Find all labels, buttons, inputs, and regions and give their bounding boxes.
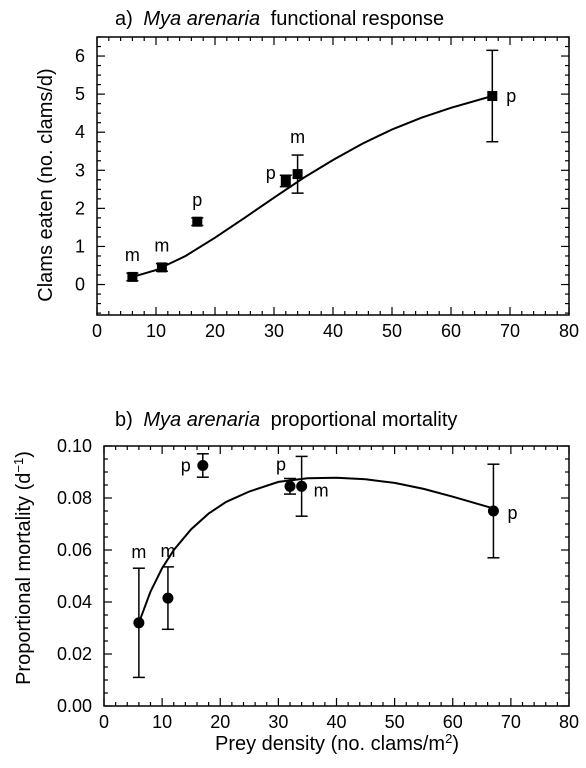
panel-b-x-axis-label-sup: 2 xyxy=(445,731,452,746)
panel-a-y-tick-label: 0 xyxy=(75,275,85,295)
panel-b-data-point xyxy=(284,480,296,492)
panel-a-x-tick-label: 10 xyxy=(146,321,166,341)
panel-b-x-tick-label: 40 xyxy=(326,712,346,732)
panel-a-data-point xyxy=(127,271,138,282)
panel-b-y-axis-label-sup: −1 xyxy=(11,458,26,473)
panel-b-title: b) Mya arenaria proportional mortality xyxy=(115,409,457,431)
panel-b-point-label: m xyxy=(160,541,175,561)
panel-a-fit-curve-group xyxy=(132,95,493,278)
panel-a-x-tick-label: 40 xyxy=(323,321,343,341)
panel-a: a) Mya arenaria functional response Clam… xyxy=(35,8,579,341)
panel-b-fit-curve-group xyxy=(137,476,494,624)
panel-b-x-tick-label: 50 xyxy=(385,712,405,732)
panel-b-x-tick-label: 70 xyxy=(501,712,521,732)
panel-b-data-point xyxy=(296,480,308,492)
panel-a-point-label: m xyxy=(290,127,305,147)
panel-b-y-tick-label: 0.00 xyxy=(57,696,92,716)
panel-b-data-point xyxy=(197,460,209,471)
panel-b-y-tick-label: 0.02 xyxy=(57,644,92,664)
panel-b-y-tick-label: 0.08 xyxy=(57,488,92,508)
panel-b-point-label: p xyxy=(507,503,517,523)
panel-b-point-label: p xyxy=(276,455,286,475)
panel-a-point-label: p xyxy=(266,163,276,183)
panel-b-point-label: m xyxy=(131,542,146,562)
panel-a-point-label: m xyxy=(154,236,169,256)
panel-b-points: m mp pmp xyxy=(131,453,517,679)
panel-a-data-point xyxy=(192,216,203,227)
panel-b-point-label: p xyxy=(181,456,191,476)
panel-b-y-axis-label-end: ) xyxy=(13,451,35,458)
panel-a-x-tick-label: 30 xyxy=(264,321,284,341)
panel-b-frame xyxy=(103,445,570,707)
panel-b-title-rest: proportional mortality xyxy=(271,409,458,431)
panel-b-x-tick-label: 20 xyxy=(210,712,230,732)
panel-a-title: a) Mya arenaria functional response xyxy=(115,8,444,30)
panel-b-x-tick-label: 30 xyxy=(268,712,288,732)
panel-b-y-tick-label: 0.06 xyxy=(57,540,92,560)
panel-b-point-label: m xyxy=(314,480,329,500)
panel-a-label: a) xyxy=(115,8,133,30)
panel-a-y-tick-label: 5 xyxy=(75,84,85,104)
panel-b-x-tick-label: 60 xyxy=(443,712,463,732)
panel-a-x-tick-label: 0 xyxy=(92,321,102,341)
panel-b-label: b) xyxy=(115,409,133,431)
panel-b-x-axis-label-end: ) xyxy=(452,733,459,755)
panel-b-x-axis-label: Prey density (no. clams/m2) xyxy=(215,731,459,756)
panel-b: b) Mya arenaria proportional mortality P… xyxy=(11,409,580,755)
panel-a-title-species: Mya arenaria xyxy=(143,8,260,30)
panel-a-title-rest: functional response xyxy=(271,8,444,30)
panel-b-y-axis-label: Proportional mortality (d−1) xyxy=(11,451,36,685)
panel-b-x-tick-label: 10 xyxy=(152,712,172,732)
panel-b-data-point xyxy=(133,617,145,629)
panel-b-ticks: 0 10 20 30 40 50 60 70 80 0.00 0.02 0.04 0.06 0.08 0.1… xyxy=(57,436,579,732)
panel-a-point-label: m xyxy=(125,245,140,265)
panel-a-x-tick-label: 20 xyxy=(205,321,225,341)
panel-a-point-label: p xyxy=(506,86,516,106)
panel-b-y-tick-label: 0.04 xyxy=(57,592,92,612)
panel-a-data-point xyxy=(487,91,498,102)
panel-a-y-axis-label: Clams eaten (no. clams/d) xyxy=(35,68,57,301)
panel-b-data-point xyxy=(487,505,499,517)
panel-a-y-tick-label: 6 xyxy=(75,46,85,66)
panel-b-fit-curve xyxy=(137,476,494,624)
panel-b-x-tick-label: 0 xyxy=(99,712,109,732)
panel-a-y-tick-label: 3 xyxy=(75,160,85,180)
panel-a-point-label: p xyxy=(192,190,202,210)
panel-b-title-species: Mya arenaria xyxy=(143,409,260,431)
panel-a-data-point xyxy=(156,262,167,273)
panel-a-y-tick-label: 4 xyxy=(75,122,85,142)
panel-a-data-point xyxy=(280,175,291,186)
panel-a-fit-curve xyxy=(132,95,493,278)
panel-b-y-axis-label-main: Proportional mortality (d xyxy=(13,473,35,685)
panel-b-data-point xyxy=(162,592,174,604)
panel-a-x-tick-label: 70 xyxy=(500,321,520,341)
panel-a-x-tick-label: 80 xyxy=(559,321,579,341)
panel-b-x-tick-label: 80 xyxy=(559,712,579,732)
panel-a-y-tick-label: 1 xyxy=(75,236,85,256)
panel-a-x-tick-label: 50 xyxy=(382,321,402,341)
panel-b-x-axis-label-main: Prey density (no. clams/m xyxy=(215,733,445,755)
panel-a-data-point xyxy=(292,169,303,180)
panel-b-y-tick-label: 0.10 xyxy=(57,436,92,456)
panel-a-ticks: 0 10 20 30 40 50 60 70 80 0 1 2 3 4 5 6 xyxy=(75,36,579,341)
panel-a-y-tick-label: 2 xyxy=(75,198,85,218)
panel-a-x-tick-label: 60 xyxy=(441,321,461,341)
panel-a-frame xyxy=(96,36,570,316)
